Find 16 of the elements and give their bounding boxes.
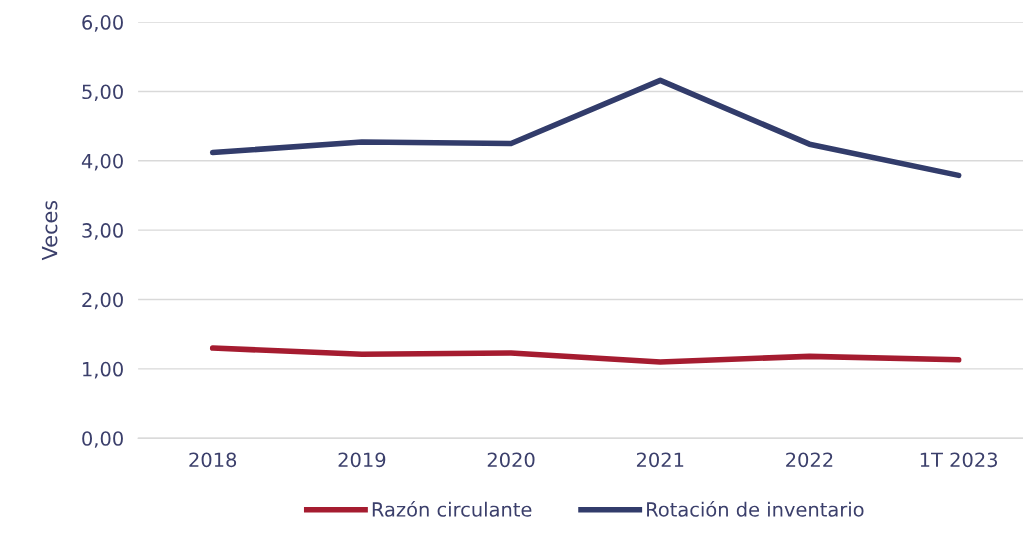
x-tick-label: 2018 — [189, 452, 237, 468]
y-tick-label: 2,00 — [82, 292, 123, 310]
x-tick-label: 1T 2023 — [920, 452, 998, 468]
y-tick-label: 1,00 — [83, 361, 123, 379]
x-tick-label: 2022 — [786, 452, 833, 468]
y-tick-label: 0,00 — [82, 431, 123, 448]
y-axis-title: Veces — [41, 200, 58, 261]
y-tick-label: 3,00 — [82, 223, 123, 240]
legend-label: Rotación de inventario — [647, 500, 864, 517]
legend-label: Razón circulante — [372, 500, 532, 517]
x-tick-label: 2019 — [338, 452, 386, 468]
y-tick-label: 5,00 — [82, 84, 123, 102]
y-tick-label: 4,00 — [81, 153, 123, 171]
x-tick-label: 2020 — [487, 452, 535, 468]
y-tick-label: 6,00 — [82, 15, 123, 32]
x-tick-label: 2021 — [636, 452, 684, 468]
